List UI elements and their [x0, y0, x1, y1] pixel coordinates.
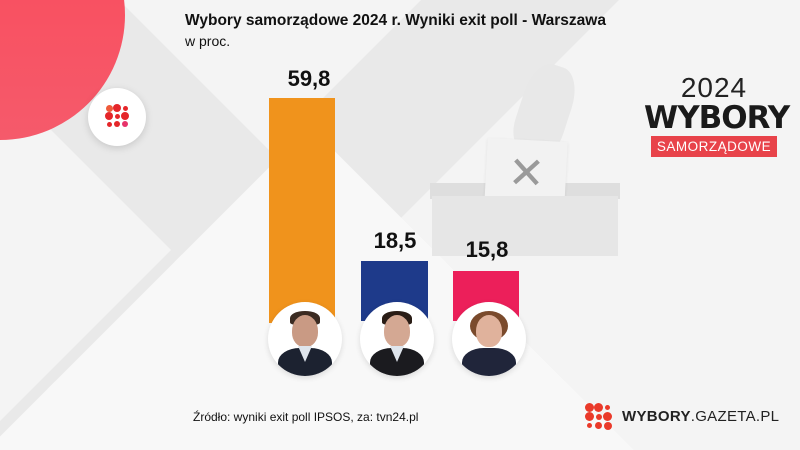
candidate-1-photo: [268, 302, 342, 376]
bar-value-label: 15,8: [465, 237, 509, 262]
bar-candidate-1: [269, 98, 335, 323]
source-note: Źródło: wyniki exit poll IPSOS, za: tvn2…: [193, 410, 419, 424]
footer-logo: WYBORY.GAZETA.PL: [585, 403, 779, 430]
brand-year: 2024: [680, 72, 748, 103]
chart-subtitle: w proc.: [185, 33, 231, 49]
footer-logo-bold: WYBORY: [622, 408, 691, 425]
chart-title: Wybory samorządowe 2024 r. Wyniki exit p…: [185, 12, 606, 29]
bar-value-label: 18,5: [373, 228, 417, 253]
bar-value-label: 59,8: [287, 66, 331, 91]
candidate-3-photo: [452, 302, 526, 376]
brand-tag: SAMORZĄDOWE: [650, 136, 778, 157]
brand-main: WYBORY: [644, 100, 790, 136]
candidate-2-photo: [360, 302, 434, 376]
dots-grid-logo-icon: [585, 403, 612, 430]
x-mark-icon: ✕: [506, 148, 547, 199]
footer-logo-rest: .GAZETA.PL: [690, 408, 780, 425]
dots-grid-logo-icon: [88, 88, 146, 146]
brand-block: 2024 WYBORY SAMORZĄDOWE: [644, 72, 790, 157]
ballot-box-illustration-icon: [432, 196, 618, 256]
